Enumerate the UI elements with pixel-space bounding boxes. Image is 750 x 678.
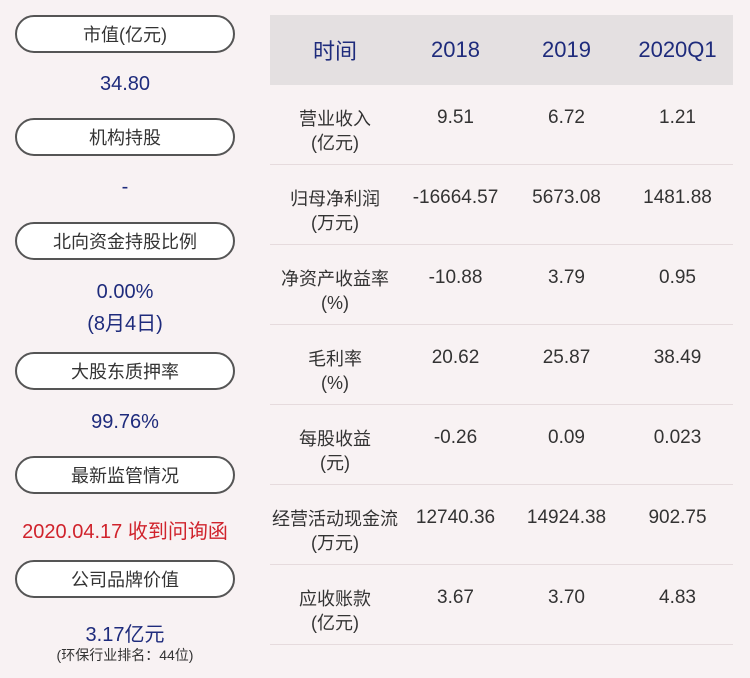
table-cell: 25.87	[542, 347, 591, 368]
header-2020q1: 2020Q1	[638, 37, 717, 62]
northbound-holding-label: 北向资金持股比例	[15, 222, 235, 260]
pledge-ratio-value: 99.76%	[91, 411, 159, 433]
header-2019: 2019	[542, 37, 591, 62]
row-label: 应收账款 (亿元)	[299, 589, 371, 633]
institutional-holding-value: -	[121, 176, 129, 198]
table-cell: 1.21	[659, 107, 696, 128]
table-cell: 4.83	[659, 587, 696, 608]
table-row: 每股收益 (元) -0.26 0.09 0.023	[270, 405, 733, 485]
table-cell: 3.70	[548, 587, 585, 608]
table-row: 归母净利润 (万元) -16664.57 5673.08 1481.88	[270, 165, 733, 245]
table-row: 应收账款 (亿元) 3.67 3.70 4.83	[270, 565, 733, 645]
market-cap-value: 34.80	[99, 73, 151, 95]
row-label: 归母净利润 (万元)	[290, 189, 380, 233]
table-cell: 3.79	[548, 267, 585, 288]
table-row: 净资产收益率 (%) -10.88 3.79 0.95	[270, 245, 733, 325]
table-cell: 38.49	[653, 347, 702, 368]
table-cell: -16664.57	[412, 187, 499, 208]
table-cell: 14924.38	[526, 507, 607, 528]
table-row: 营业收入 (亿元) 9.51 6.72 1.21	[270, 85, 733, 165]
row-label: 净资产收益率 (%)	[281, 269, 389, 313]
regulatory-status-value: 2020.04.17 收到问询函	[22, 521, 228, 543]
northbound-holding-value: 0.00%	[96, 281, 154, 303]
table-cell: 6.72	[548, 107, 585, 128]
pledge-ratio-label: 大股东质押率	[15, 352, 235, 390]
brand-rank-note: (环保行业排名：44位)	[56, 647, 194, 663]
left-panel: 市值(亿元) 34.80 机构持股 - 北向资金持股比例 0.00% (8月4日…	[0, 0, 250, 678]
table-cell: 0.09	[548, 427, 585, 448]
market-cap-label: 市值(亿元)	[15, 15, 235, 53]
table-cell: 1481.88	[643, 187, 712, 208]
table-cell: 0.023	[653, 427, 702, 448]
table-cell: -10.88	[428, 267, 483, 288]
header-period: 时间	[312, 39, 357, 64]
brand-value-label: 公司品牌价值	[15, 560, 235, 598]
row-label: 营业收入 (亿元)	[299, 109, 371, 153]
row-label: 经营活动现金流 (万元)	[272, 509, 398, 553]
header-2018: 2018	[431, 37, 480, 62]
regulatory-status-label: 最新监管情况	[15, 456, 235, 494]
institutional-holding-label: 机构持股	[15, 118, 235, 156]
table-row: 经营活动现金流 (万元) 12740.36 14924.38 902.75	[270, 485, 733, 565]
table-header: 时间 2018 2019 2020Q1	[270, 15, 733, 85]
row-label: 每股收益 (元)	[299, 429, 371, 473]
table-cell: 9.51	[437, 107, 474, 128]
table-cell: 3.67	[437, 587, 474, 608]
table-cell: 20.62	[431, 347, 480, 368]
table-cell: 902.75	[648, 507, 707, 528]
table-cell: 5673.08	[532, 187, 601, 208]
row-label: 毛利率 (%)	[308, 349, 362, 393]
table-cell: 0.95	[659, 267, 696, 288]
table-row: 毛利率 (%) 20.62 25.87 38.49	[270, 325, 733, 405]
northbound-holding-date: (8月4日)	[87, 313, 163, 335]
financial-table: 时间 2018 2019 2020Q1 营业收入 (亿元) 9.51 6.72 1…	[270, 15, 733, 645]
brand-value-value: 3.17亿元	[85, 624, 165, 646]
table-cell: 12740.36	[415, 507, 496, 528]
table-cell: -0.26	[433, 427, 478, 448]
